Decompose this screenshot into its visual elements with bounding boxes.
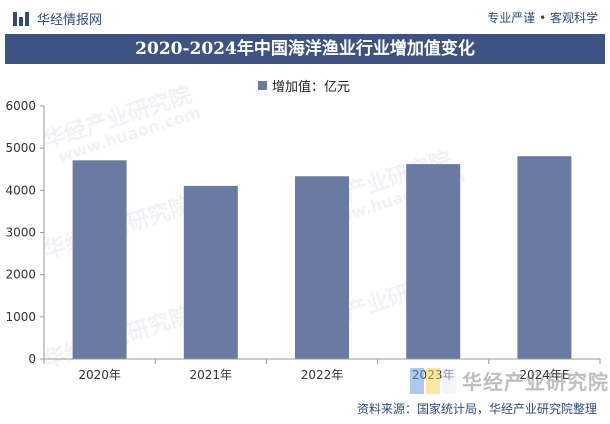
chart-title: 2020-2024年中国海洋渔业行业增加值变化: [5, 34, 605, 64]
y-tick-label: 5000: [5, 141, 36, 155]
y-tick-label: 6000: [5, 99, 36, 113]
watermark-logo-text: 华经产业研究院: [462, 370, 609, 394]
x-tick-label: 2021年: [190, 368, 233, 382]
y-tick-label: 4000: [5, 183, 36, 197]
brand: 华经情报网: [13, 9, 102, 28]
bar: [406, 164, 461, 359]
watermark-logo: 华经产业研究院: [410, 366, 609, 395]
legend: 增加值：亿元: [258, 76, 350, 95]
brand-logo-icon: [13, 11, 29, 26]
top-bar: 华经情报网 专业严谨 • 客观科学: [0, 0, 610, 34]
tagline: 专业严谨 • 客观科学: [487, 11, 598, 25]
watermark-logo-icon: [410, 367, 456, 394]
x-tick-label: 2024年E: [519, 368, 569, 382]
x-tick-label: 2020年: [78, 368, 121, 382]
bar: [72, 160, 127, 359]
x-tick-label: 2022年: [301, 368, 344, 382]
brand-name: 华经情报网: [37, 13, 103, 28]
bars: [72, 156, 572, 359]
y-tick-label: 2000: [5, 268, 36, 282]
y-tick-label: 3000: [5, 226, 36, 240]
bar: [517, 156, 572, 359]
legend-label: 增加值：亿元: [272, 80, 351, 95]
y-tick-label: 0: [28, 352, 36, 366]
y-tick-label: 1000: [5, 310, 36, 324]
bar: [183, 185, 238, 359]
legend-swatch: [258, 81, 267, 90]
source-note: 资料来源：国家统计局，华经产业研究院整理: [356, 402, 597, 416]
y-axis: 0 1000 2000 3000 4000 5000 6000: [5, 99, 45, 366]
bar: [295, 176, 349, 359]
